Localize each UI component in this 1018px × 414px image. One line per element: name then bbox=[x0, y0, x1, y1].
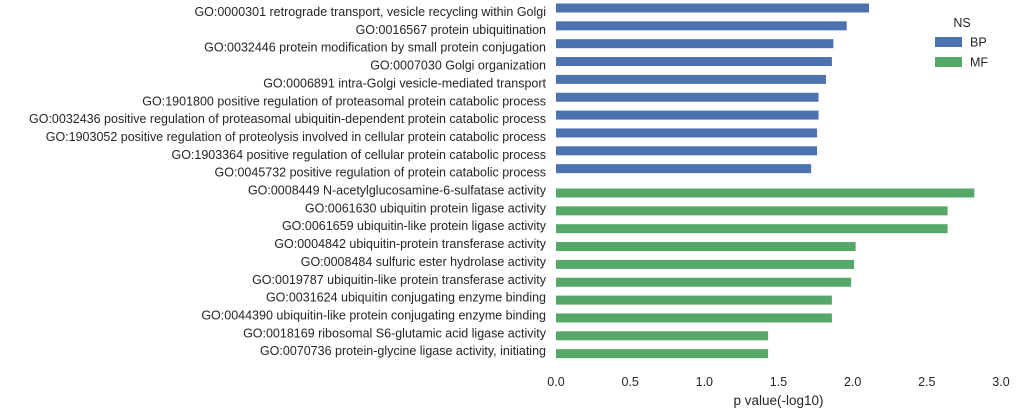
category-label: GO:1903052 positive regulation of proteo… bbox=[46, 130, 546, 144]
bar-mf bbox=[556, 295, 832, 305]
category-label: GO:0000301 retrograde transport, vesicle… bbox=[194, 5, 546, 19]
legend-label-mf: MF bbox=[970, 56, 988, 70]
x-tick-label: 0.0 bbox=[547, 375, 564, 389]
x-tick-label: 2.5 bbox=[918, 375, 935, 389]
category-label: GO:0032446 protein modification by small… bbox=[204, 41, 546, 55]
category-label: GO:0061630 ubiquitin protein ligase acti… bbox=[305, 201, 547, 215]
category-label: GO:1903364 positive regulation of cellul… bbox=[171, 148, 546, 162]
bar-bp bbox=[556, 128, 818, 138]
category-label: GO:0044390 ubiquitin-like protein conjug… bbox=[201, 308, 546, 322]
bar-mf bbox=[556, 242, 856, 252]
x-tick-label: 1.5 bbox=[770, 375, 787, 389]
category-label: GO:0070736 protein-glycine ligase activi… bbox=[260, 344, 546, 358]
category-label: GO:0061659 ubiquitin-like protein ligase… bbox=[282, 219, 547, 233]
bars-group bbox=[556, 3, 975, 359]
category-labels: GO:0000301 retrograde transport, vesicle… bbox=[29, 5, 547, 358]
bar-mf bbox=[556, 259, 855, 269]
bar-mf bbox=[556, 313, 832, 323]
bar-bp bbox=[556, 3, 869, 13]
category-label: GO:0018169 ribosomal S6-glutamic acid li… bbox=[243, 326, 547, 340]
category-label: GO:0032436 positive regulation of protea… bbox=[29, 112, 546, 126]
x-axis-label: p value(-log10) bbox=[733, 393, 823, 408]
legend-swatch-bp bbox=[935, 37, 962, 47]
bar-mf bbox=[556, 224, 948, 234]
x-tick-label: 1.0 bbox=[696, 375, 713, 389]
bar-mf bbox=[556, 331, 769, 341]
bar-bp bbox=[556, 110, 819, 120]
bar-mf bbox=[556, 277, 852, 287]
category-label: GO:0045732 positive regulation of protei… bbox=[215, 166, 546, 180]
bar-bp bbox=[556, 21, 847, 31]
category-label: GO:0016567 protein ubiquitination bbox=[356, 23, 546, 37]
category-label: GO:0031624 ubiquitin conjugating enzyme … bbox=[266, 291, 546, 305]
bar-bp bbox=[556, 74, 826, 84]
category-label: GO:0004842 ubiquitin-protein transferase… bbox=[274, 237, 546, 251]
bar-bp bbox=[556, 39, 834, 49]
bar-bp bbox=[556, 164, 812, 174]
category-label: GO:0007030 Golgi organization bbox=[370, 59, 546, 73]
bar-bp bbox=[556, 57, 832, 67]
bar-bp bbox=[556, 146, 818, 156]
legend-title: NS bbox=[953, 16, 970, 30]
bar-mf bbox=[556, 188, 975, 198]
x-tick-label: 2.0 bbox=[844, 375, 861, 389]
x-tick-label: 0.5 bbox=[621, 375, 638, 389]
bar-mf bbox=[556, 349, 769, 359]
legend-label-bp: BP bbox=[970, 36, 987, 50]
bar-bp bbox=[556, 92, 819, 102]
legend: NS BP MF bbox=[935, 16, 988, 70]
category-label: GO:0008484 sulfuric ester hydrolase acti… bbox=[301, 255, 547, 269]
category-label: GO:0019787 ubiquitin-like protein transf… bbox=[252, 273, 547, 287]
x-tick-labels: 0.0 0.5 1.0 1.5 2.0 2.5 3.0 bbox=[547, 375, 1009, 389]
x-tick-label: 3.0 bbox=[992, 375, 1009, 389]
legend-swatch-mf bbox=[935, 57, 962, 67]
category-label: GO:1901800 positive regulation of protea… bbox=[142, 94, 546, 108]
category-label: GO:0008449 N-acetylglucosamine-6-sulfata… bbox=[248, 184, 547, 198]
category-label: GO:0006891 intra-Golgi vesicle-mediated … bbox=[263, 76, 546, 90]
bar-mf bbox=[556, 206, 948, 216]
